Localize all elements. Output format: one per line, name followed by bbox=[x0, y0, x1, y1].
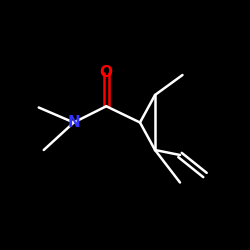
Text: O: O bbox=[100, 65, 113, 80]
Text: N: N bbox=[68, 115, 80, 130]
